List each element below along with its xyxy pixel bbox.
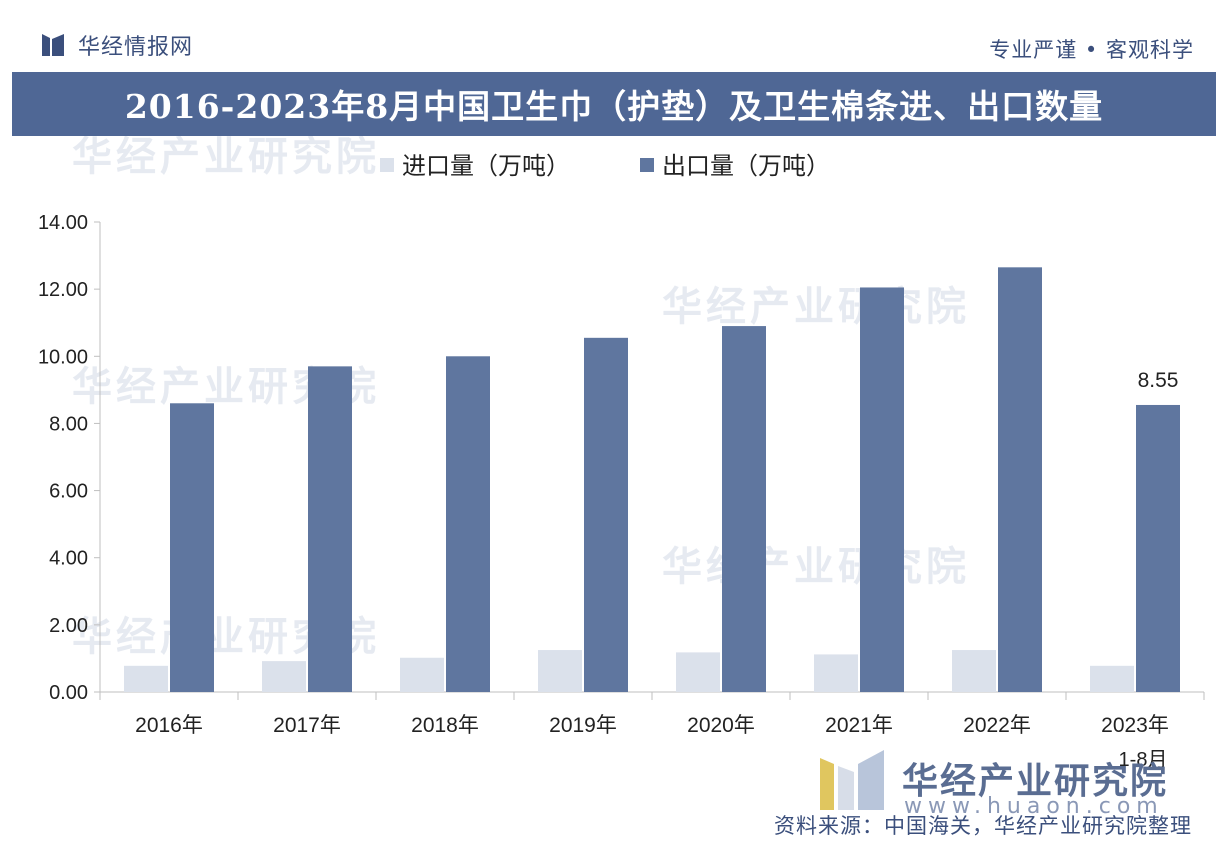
bar-export [998, 267, 1042, 692]
bar-chart: 0.00 2.00 4.00 6.00 8.00 10.00 12.00 14.00 2016年… [38, 152, 1205, 771]
bar-import [124, 665, 168, 692]
bar-export [170, 403, 214, 692]
bar-import [538, 650, 582, 692]
x-tick-label: 2018年 [411, 714, 479, 737]
legend-swatch-export [640, 158, 654, 172]
chart-title: 2016-2023年8月中国卫生巾（护垫）及卫生棉条进、出口数量 [124, 87, 1104, 126]
bar-export [1136, 404, 1180, 692]
legend-swatch-import [380, 158, 394, 172]
y-tick-label: 10.00 [38, 346, 88, 368]
watermark-brand: 华经产业研究院 [662, 544, 970, 590]
title-bar: 2016-2023年8月中国卫生巾（护垫）及卫生棉条进、出口数量 [12, 72, 1216, 136]
y-tick-label: 2.00 [49, 615, 88, 637]
watermark-corner-url: www.huaon.com [904, 794, 1164, 819]
bar-import [814, 654, 858, 692]
slogan: 专业严谨 • 客观科学 [989, 38, 1194, 62]
bar-import [262, 661, 306, 692]
brand-name: 华经情报网 [78, 35, 194, 60]
watermark-brand: 华经产业研究院 [72, 134, 380, 180]
x-tick-label: 2020年 [687, 714, 755, 737]
bar-import [400, 657, 444, 692]
y-tick-label: 8.00 [49, 413, 88, 435]
brand-logo-icon [42, 34, 64, 56]
bar-export [584, 337, 628, 692]
y-tick-label: 0.00 [49, 682, 88, 704]
y-tick-label: 12.00 [38, 279, 88, 301]
x-tick-label: 2019年 [549, 714, 617, 737]
legend-label-export: 出口量（万吨） [662, 152, 830, 180]
y-tick-label: 6.00 [49, 481, 88, 503]
top-bar: 华经情报网 专业严谨 • 客观科学 [12, 14, 1216, 72]
watermark-brand: 华经产业研究院 [662, 284, 970, 330]
bar-import [676, 652, 720, 692]
x-tick-sublabel: 1-8月 [1119, 749, 1168, 771]
source-note: 资料来源：中国海关，华经产业研究院整理 [774, 814, 1192, 838]
bar-export [446, 356, 490, 692]
watermark-corner-brand: 华经产业研究院 [902, 761, 1169, 802]
bar-export [722, 326, 766, 692]
corner-logo-icon [820, 750, 884, 810]
x-tick-label: 2016年 [135, 714, 203, 737]
x-tick-label: 2021年 [825, 714, 893, 737]
y-tick-label: 4.00 [49, 548, 88, 570]
chart-frame: 华经产业研究院 华经产业研究院 华经产业研究院 华经产业研究院 华经产业研究院 … [12, 14, 1216, 848]
x-tick-label: 2022年 [963, 714, 1031, 737]
bar-export [860, 287, 904, 692]
bar-export [308, 366, 352, 692]
x-tick-label: 2017年 [273, 714, 341, 737]
bar-import [1090, 665, 1134, 692]
x-tick-label: 2023年 [1101, 714, 1169, 737]
bar-import [952, 650, 996, 692]
y-tick-label: 14.00 [38, 212, 88, 234]
data-label: 8.55 [1138, 369, 1179, 392]
legend-label-import: 进口量（万吨） [402, 152, 570, 180]
brand: 华经情报网 [40, 30, 193, 60]
